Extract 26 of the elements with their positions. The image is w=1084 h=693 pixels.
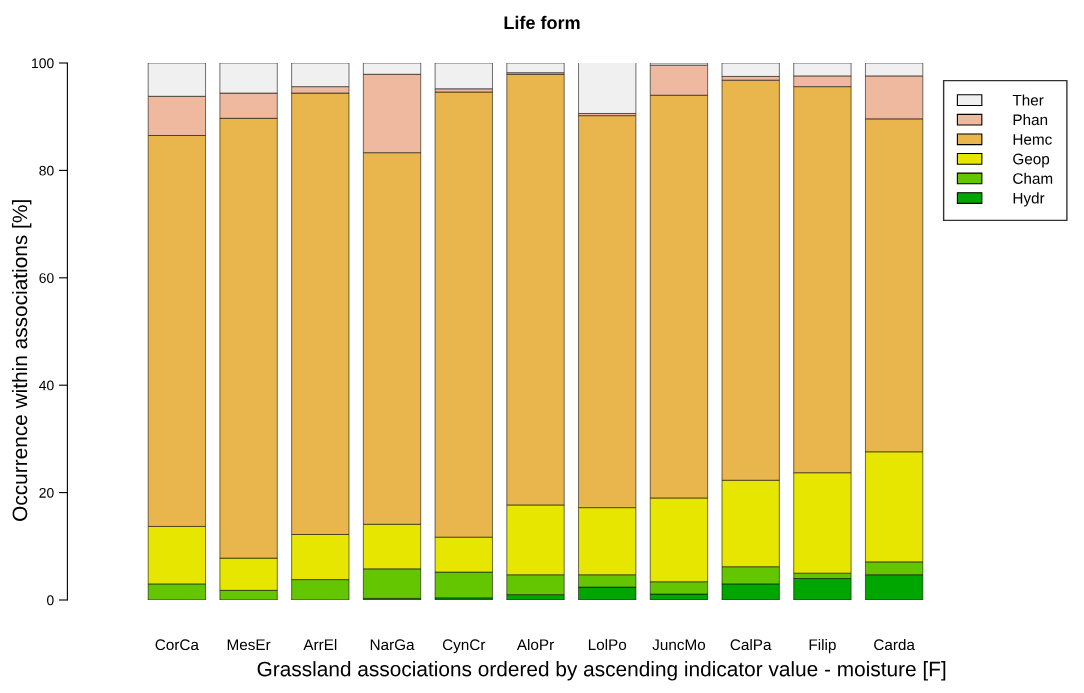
x-tick-label: CorCa [155, 639, 199, 651]
y-tick-label: 80 [39, 165, 54, 176]
x-tick-label: LolPo [588, 638, 627, 651]
x-tick-label: CynCr [442, 639, 486, 654]
legend-label: Geop [1013, 153, 1050, 168]
y-tick-label: 0 [47, 595, 54, 606]
y-tick-label: 100 [32, 58, 54, 69]
chart-title: Life form [504, 15, 580, 30]
x-tick-label: ArrEl [303, 638, 337, 650]
x-tick-label: MesEr [227, 639, 271, 651]
y-axis-title: Occurrence within associations [%] [11, 200, 32, 521]
x-tick-label: CalPa [730, 638, 772, 651]
x-tick-label: AloPr [516, 638, 554, 651]
legend-label: Phan [1013, 113, 1048, 126]
legend-label: Cham [1013, 172, 1053, 184]
x-tick-label: Carda [874, 638, 915, 651]
legend-label: Ther [1012, 94, 1044, 106]
legend-label: Hydr [1013, 192, 1045, 207]
x-tick-label: Filip [809, 638, 836, 654]
y-tick-label: 40 [39, 380, 54, 391]
y-tick-label: 60 [39, 273, 54, 283]
legend-label: Hemc [1013, 134, 1052, 145]
x-tick-label: JuncMo [652, 639, 706, 651]
y-tick-label: 20 [39, 487, 54, 498]
x-tick-label: NarGa [370, 639, 415, 651]
x-axis-title: Grassland associations ordered by ascending indicator value - moisture [F] [257, 661, 946, 681]
